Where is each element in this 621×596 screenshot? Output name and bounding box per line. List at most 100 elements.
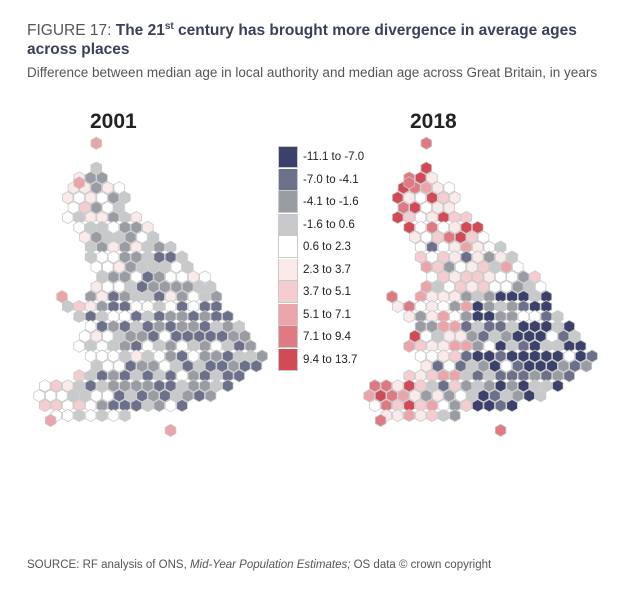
legend-label: -7.0 to -4.1 (303, 173, 359, 186)
hex-cell (506, 250, 518, 264)
hex-cell (552, 319, 564, 333)
hex-cell (142, 290, 154, 304)
hex-cell (483, 270, 495, 284)
hex-cell (437, 319, 450, 333)
hex-cell (517, 309, 530, 324)
hex-cell (62, 399, 74, 413)
legend-swatch (278, 326, 298, 349)
hex-cell (193, 389, 205, 403)
hex-cell (33, 389, 45, 403)
hex-cell (420, 201, 432, 215)
hex-cell (107, 319, 120, 333)
hex-cell (540, 290, 553, 304)
hex-cell (84, 399, 97, 413)
hex-cell (204, 280, 217, 294)
hex-cell (574, 349, 587, 363)
hex-cell (90, 230, 102, 244)
hex-cell (392, 408, 404, 423)
legend-swatch (278, 281, 298, 304)
hex-cell (534, 329, 547, 343)
hex-cell (170, 389, 182, 403)
hex-cell (204, 389, 217, 403)
hex-cell (130, 309, 142, 324)
hex-cell (523, 359, 535, 373)
hex-cell (233, 319, 245, 333)
legend-item-4: -1.6 to 0.6 (278, 213, 364, 237)
hex-cell (529, 319, 541, 333)
hex-cell (90, 329, 102, 343)
hex-cell (136, 329, 148, 343)
hex-cell (420, 280, 432, 294)
hex-cell (142, 220, 154, 234)
hex-cell (403, 191, 415, 205)
hex-cell (113, 280, 125, 294)
hex-cell (437, 290, 450, 304)
hex-cell (563, 319, 575, 333)
hex-cell (414, 319, 427, 333)
hex-cell (96, 240, 108, 254)
hex-cell (529, 379, 541, 393)
hex-cell (62, 379, 74, 393)
title-part-2: century has brought more divergence in a… (27, 22, 577, 59)
hex-cell (414, 349, 427, 363)
hex-cell (84, 379, 97, 393)
legend-label: 5.1 to 7.1 (303, 308, 351, 321)
hex-cell (113, 389, 125, 403)
hex-cell (517, 290, 530, 304)
hex-cell (374, 389, 387, 403)
hex-cell (449, 408, 461, 423)
legend-item-5: 0.6 to 2.3 (278, 236, 364, 259)
hex-cell (136, 230, 148, 244)
hex-cell (96, 379, 108, 393)
legend-swatch (278, 348, 298, 371)
hex-cell (113, 329, 125, 343)
hex-cell (79, 201, 91, 215)
hex-cell (96, 349, 108, 363)
hex-cell (420, 260, 432, 274)
hex-cell (210, 369, 223, 383)
hex-cell (414, 290, 427, 304)
legend-label: 2.3 to 3.7 (303, 263, 351, 276)
legend-swatch (278, 213, 298, 236)
hex-cell (90, 359, 102, 373)
hex-cell (489, 329, 501, 343)
hex-cell (164, 349, 177, 363)
hex-cell (84, 191, 97, 205)
hex-cell (130, 399, 142, 413)
hex-cell (483, 240, 495, 254)
hex-cell (119, 290, 131, 304)
hex-cell (432, 260, 444, 274)
hex-cell (426, 171, 438, 185)
hex-cell (432, 359, 444, 373)
hex-cell (153, 339, 165, 353)
hex-cell (107, 349, 120, 363)
hex-cell (73, 210, 85, 225)
hex-cell (84, 290, 97, 304)
hex-cell (369, 399, 381, 413)
figure-title: FIGURE 17: The 21st century has brought … (27, 17, 597, 59)
hex-cell (187, 270, 200, 284)
hex-cell (130, 210, 142, 225)
hex-cell (113, 230, 125, 244)
hex-cell (483, 339, 495, 353)
hex-cell (414, 399, 427, 413)
hex-cell (403, 399, 415, 413)
hex-cell (147, 260, 160, 274)
hex-cell (136, 359, 148, 373)
hex-cell (437, 349, 450, 363)
hex-cell (96, 210, 108, 225)
hex-cell (540, 309, 553, 324)
hex-cell (437, 379, 450, 393)
hex-cell (159, 389, 171, 403)
hex-cell (483, 379, 495, 393)
hex-cell (96, 171, 108, 185)
hex-cell (466, 280, 478, 294)
hex-cell (374, 413, 387, 428)
hex-cell (380, 399, 392, 413)
hex-cell (130, 250, 142, 264)
hex-cell (414, 191, 427, 205)
hex-cell (113, 181, 125, 195)
hex-cell (392, 399, 404, 413)
hex-cell (107, 379, 120, 393)
hex-cell (187, 339, 200, 353)
